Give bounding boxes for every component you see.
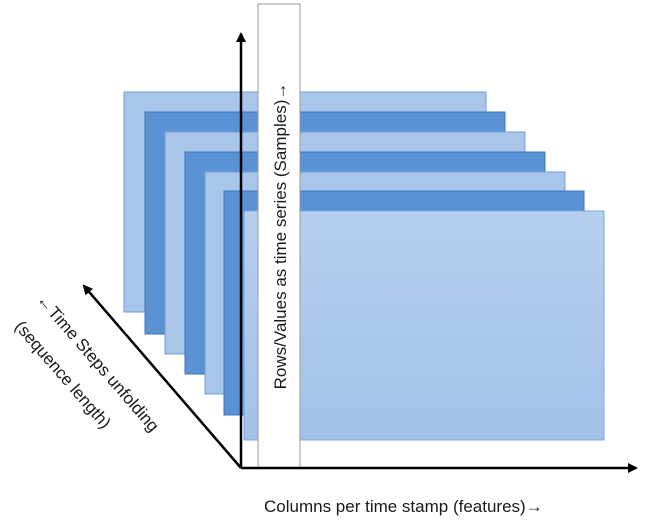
vertical-label-box xyxy=(257,3,301,469)
horizontal-axis-label: Columns per time stamp (features)→ xyxy=(264,497,543,516)
vertical-axis-label: Rows/Values as time series (Samples)→ xyxy=(271,83,290,390)
layer-front xyxy=(243,210,605,441)
depth-axis-arrow xyxy=(82,284,242,469)
layer-stack xyxy=(123,91,605,441)
